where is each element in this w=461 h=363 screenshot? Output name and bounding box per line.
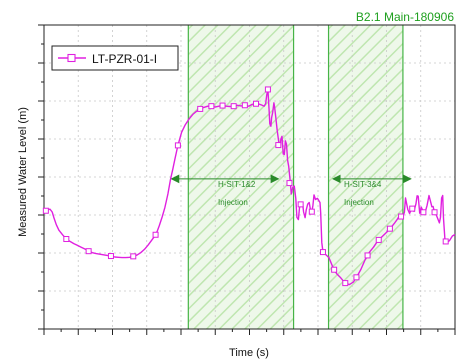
annotation-h-sit-3-4: H-SIT-3&4 [344, 180, 382, 189]
data-point-marker [219, 102, 226, 109]
data-point-marker [152, 231, 159, 238]
data-point-marker [398, 213, 405, 220]
data-point-marker [208, 103, 215, 110]
legend-label: LT-PZR-01-I [92, 52, 157, 66]
data-point-marker [442, 238, 449, 245]
data-point-marker [420, 209, 427, 216]
data-point-marker [297, 201, 304, 208]
data-point-marker [375, 236, 382, 243]
data-point-marker [253, 100, 260, 107]
legend: LT-PZR-01-I [51, 45, 179, 71]
data-point-marker [319, 249, 326, 256]
data-point-marker [275, 142, 282, 149]
data-point-marker [107, 253, 114, 260]
data-point-marker [342, 280, 349, 287]
chart-title: B2.1 Main-180906 [356, 10, 454, 24]
axis-ticks [38, 24, 456, 335]
annotation-h-sit-1-2: H-SIT-1&2 [218, 180, 256, 189]
data-point-marker [431, 209, 438, 216]
data-point-marker [174, 142, 181, 149]
data-point-marker [241, 102, 248, 109]
data-point-marker [264, 86, 271, 93]
data-point-marker [230, 103, 237, 110]
data-point-marker [386, 225, 393, 232]
data-point-marker [331, 266, 338, 273]
data-point-marker [286, 180, 293, 187]
data-point-marker [364, 252, 371, 259]
annotations: H-SIT-1&2 Injection H-SIT-3&4 Injection [170, 174, 412, 207]
data-point-marker [63, 236, 70, 243]
legend-marker-icon [67, 53, 76, 63]
data-point-marker [308, 208, 315, 215]
data-point-marker [409, 205, 416, 212]
series-markers [42, 86, 449, 287]
data-point-marker [197, 105, 204, 112]
y-axis-label: Measured Water Level (m) [17, 107, 29, 237]
data-point-marker [42, 207, 49, 214]
x-axis-label: Time (s) [229, 347, 269, 359]
annotation-injection-1: Injection [218, 198, 248, 207]
data-point-marker [130, 253, 137, 260]
data-point-marker [353, 274, 360, 281]
data-point-marker [85, 248, 92, 255]
annotation-injection-2: Injection [344, 198, 374, 207]
